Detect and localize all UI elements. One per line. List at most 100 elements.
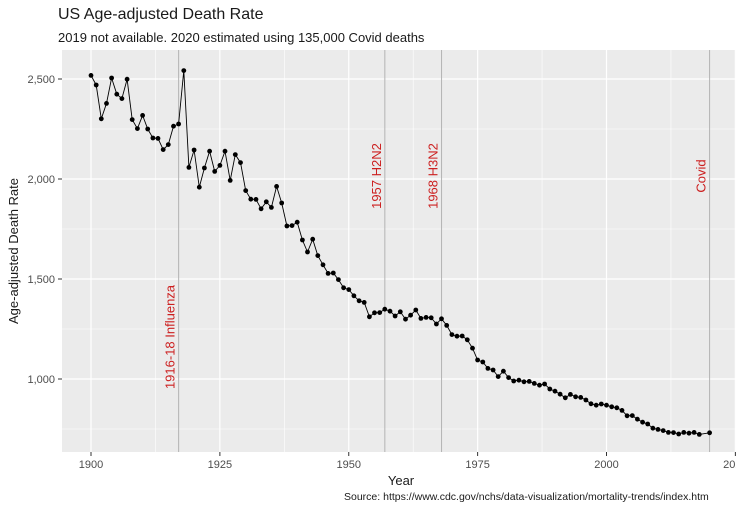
data-point <box>227 178 233 183</box>
data-point <box>650 425 656 431</box>
data-point <box>645 421 651 427</box>
plot-panel <box>62 50 736 452</box>
data-point <box>289 223 295 229</box>
data-point <box>557 391 563 397</box>
data-point <box>691 430 697 435</box>
data-point <box>382 306 388 312</box>
data-point <box>351 293 357 299</box>
data-point <box>583 397 589 403</box>
x-tick-label: 1900 <box>79 459 103 471</box>
data-point <box>150 135 156 141</box>
data-point <box>202 165 207 171</box>
data-point <box>413 307 419 313</box>
data-point <box>361 300 367 305</box>
chart-subtitle: 2019 not available. 2020 estimated using… <box>58 30 425 45</box>
data-point <box>243 188 249 194</box>
data-point <box>619 408 625 413</box>
y-tick-label: 1,000 <box>27 374 55 386</box>
data-point <box>176 121 182 127</box>
data-point <box>372 310 377 316</box>
data-point <box>232 152 238 158</box>
data-point <box>439 316 444 322</box>
data-point <box>104 101 109 106</box>
data-point <box>253 197 259 202</box>
data-point <box>305 249 310 255</box>
data-point <box>598 401 604 407</box>
data-point <box>207 148 213 154</box>
data-point <box>573 394 578 400</box>
data-point <box>341 285 346 291</box>
data-point <box>542 381 547 387</box>
data-point <box>165 142 171 148</box>
data-point <box>145 126 151 132</box>
data-point <box>588 401 594 407</box>
data-point <box>614 405 620 411</box>
y-tick-label: 1,500 <box>27 274 55 286</box>
event-label: Covid <box>694 159 709 192</box>
data-point <box>624 413 630 419</box>
data-point <box>459 333 465 339</box>
data-point <box>387 308 393 314</box>
data-point <box>501 368 506 374</box>
data-point <box>660 428 666 433</box>
data-point <box>434 321 439 327</box>
source-note: Source: https://www.cdc.gov/nchs/data-vi… <box>344 491 709 503</box>
x-tick-label: 2000 <box>594 459 618 471</box>
y-axis-ticks: 1,000 1,500 2,000 2,500 <box>27 74 62 386</box>
data-point <box>356 298 362 304</box>
data-point <box>464 337 470 343</box>
data-point <box>320 262 326 268</box>
data-point <box>310 236 316 242</box>
data-point <box>93 82 99 88</box>
data-point <box>263 199 269 205</box>
data-point <box>114 91 120 97</box>
data-point <box>480 359 486 365</box>
data-point <box>490 367 496 373</box>
event-label: 1916-18 Influenza <box>163 284 178 389</box>
data-point <box>325 271 331 276</box>
data-point <box>604 402 609 408</box>
data-point <box>181 68 187 73</box>
event-label: 1957 H2N2 <box>369 143 384 209</box>
data-point <box>367 314 372 320</box>
data-point <box>707 430 712 436</box>
data-point <box>640 419 645 425</box>
data-point <box>274 184 279 189</box>
data-point <box>346 287 352 292</box>
x-tick-label: 2025 <box>723 459 736 471</box>
data-point <box>635 416 640 422</box>
data-point <box>315 253 321 258</box>
data-point <box>222 148 228 154</box>
data-point <box>671 430 676 435</box>
data-point <box>330 270 336 276</box>
data-point <box>676 431 682 437</box>
data-point <box>428 315 434 321</box>
data-point <box>568 392 573 397</box>
data-point <box>449 332 455 337</box>
y-tick-label: 2,000 <box>27 174 55 186</box>
data-point <box>336 277 341 282</box>
x-axis-label: Year <box>388 473 415 488</box>
data-point <box>444 323 450 328</box>
data-point <box>160 147 166 153</box>
y-tick-label: 2,500 <box>27 74 55 86</box>
data-point <box>191 147 197 153</box>
data-point <box>186 165 192 170</box>
data-point <box>248 196 254 202</box>
data-point <box>547 386 553 392</box>
data-point <box>578 395 584 400</box>
data-point <box>506 375 511 380</box>
data-point <box>171 123 176 129</box>
data-point <box>284 223 290 229</box>
data-point <box>212 169 218 174</box>
data-point <box>537 382 542 388</box>
data-point <box>119 96 125 101</box>
data-point <box>408 312 413 318</box>
data-point <box>593 402 599 408</box>
data-point <box>552 388 558 394</box>
y-axis-label: Age-adjusted Death Rate <box>6 178 21 324</box>
data-point <box>666 430 671 435</box>
data-point <box>454 333 460 339</box>
data-point <box>294 219 300 225</box>
